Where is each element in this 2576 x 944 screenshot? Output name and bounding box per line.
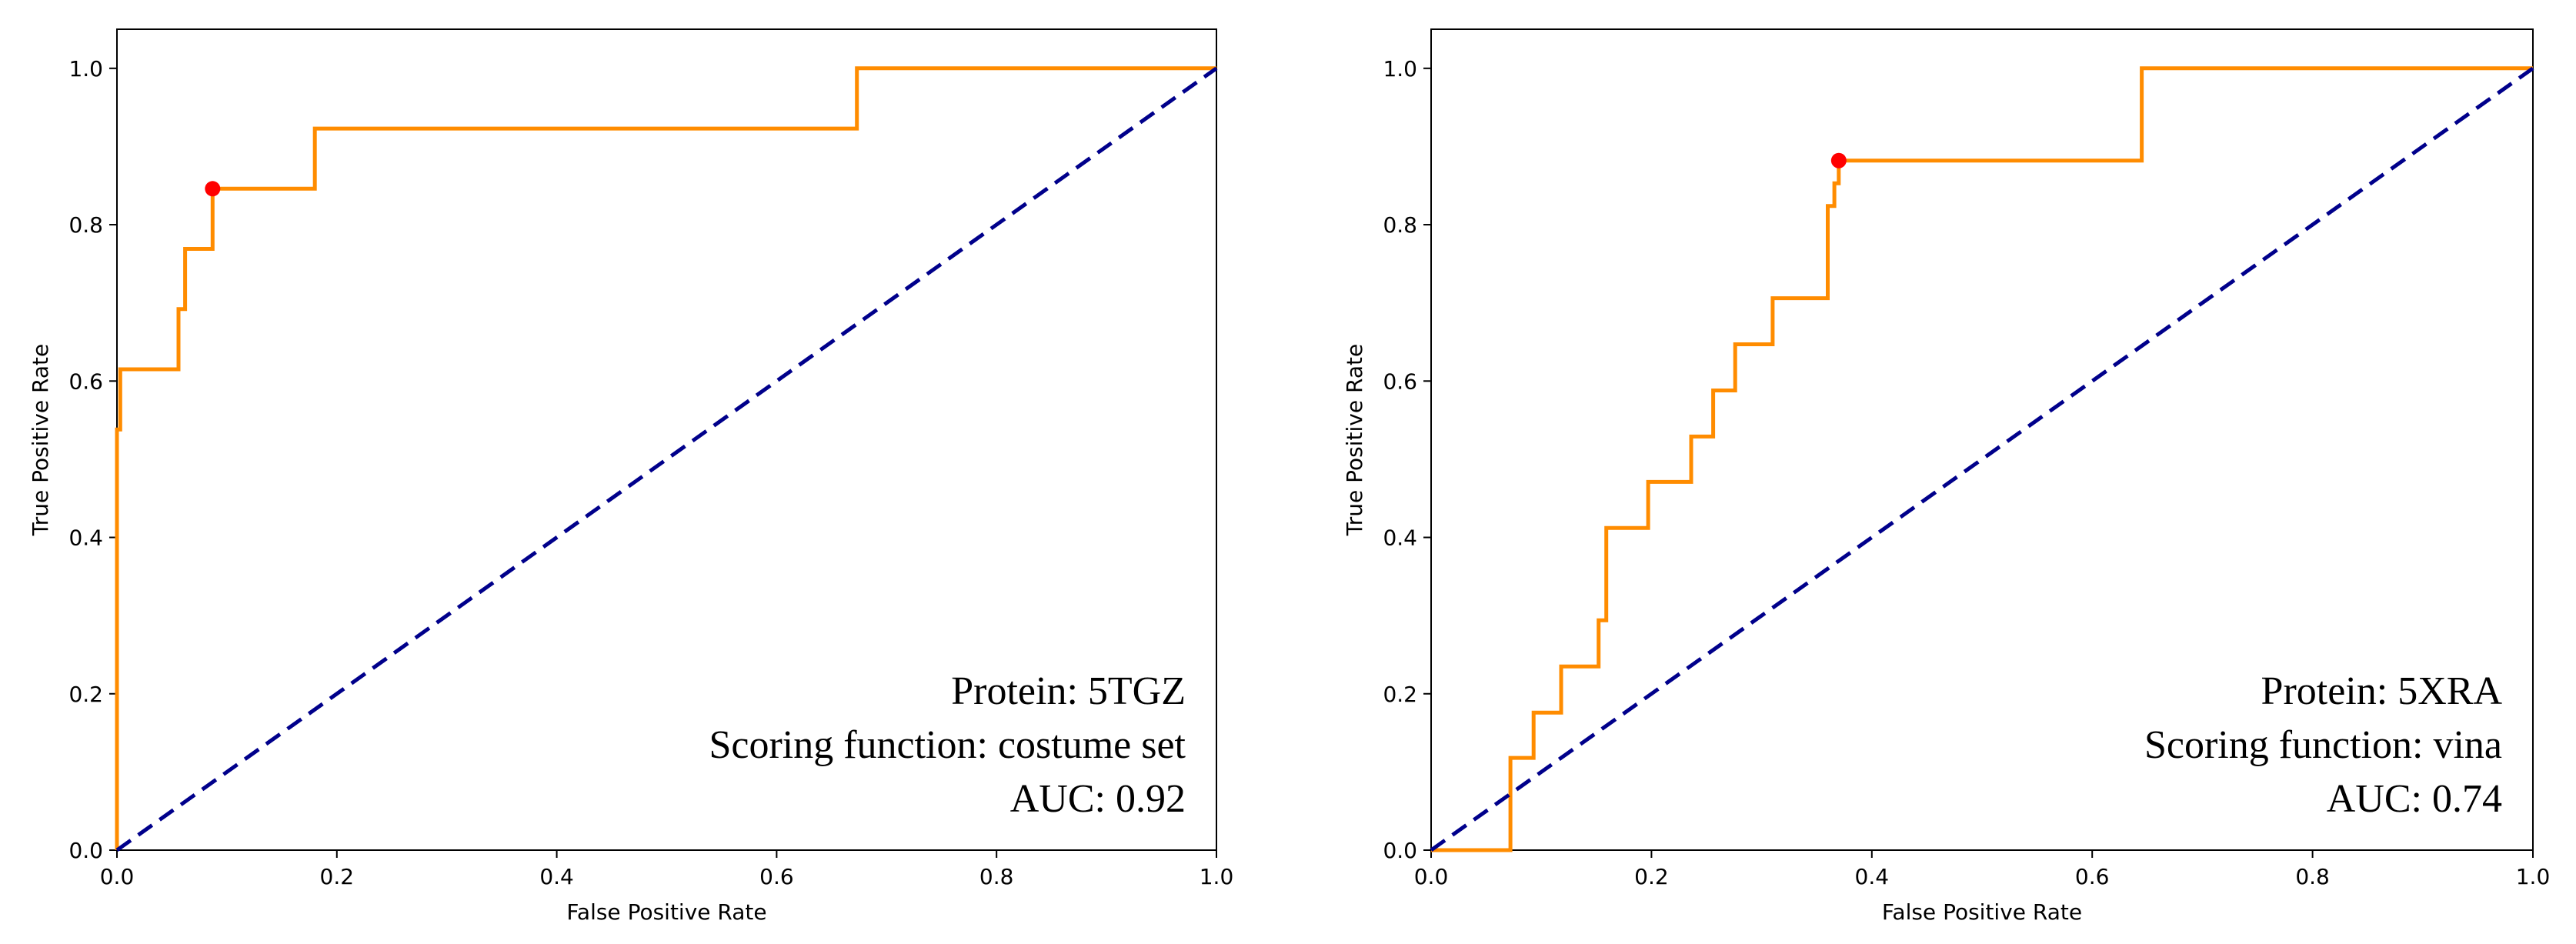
x-tick-label: 0.8 bbox=[2295, 864, 2330, 889]
y-tick-label: 0.6 bbox=[1383, 369, 1417, 394]
y-axis-label: True Positive Rate bbox=[28, 344, 53, 536]
roc-chart-right: 0.0 0.2 0.4 0.6 0.8 1.0 0.0 0.2 0.4 0.6 0.8 1.0 Fals… bbox=[1342, 28, 2551, 925]
x-tick-label: 0.0 bbox=[100, 864, 135, 889]
annotation-text: Protein: 5XRA bbox=[2261, 669, 2503, 713]
roc-chart-left: 0.0 0.2 0.4 0.6 0.8 1.0 0.0 0.2 0.4 0.6 0.8 1.0 Fals… bbox=[28, 28, 1234, 925]
x-axis-label: False Positive Rate bbox=[1882, 899, 2082, 925]
roc-curve-line bbox=[115, 66, 1216, 850]
annotation-text: AUC: 0.74 bbox=[2327, 777, 2502, 821]
y-tick-label: 0.4 bbox=[68, 525, 103, 551]
x-tick-label: 0.0 bbox=[1414, 864, 1449, 889]
y-tick-label: 0.2 bbox=[1383, 682, 1417, 707]
annotation-text: Scoring function: costume set bbox=[709, 723, 1186, 767]
y-tick-label: 1.0 bbox=[1383, 56, 1417, 82]
y-axis-label: True Positive Rate bbox=[1342, 344, 1367, 536]
x-axis-label: False Positive Rate bbox=[566, 899, 766, 925]
annotation-text: Scoring function: vina bbox=[2144, 723, 2502, 767]
x-tick-label: 0.6 bbox=[2075, 864, 2110, 889]
x-tick-label: 1.0 bbox=[2516, 864, 2551, 889]
annotation-text: AUC: 0.92 bbox=[1010, 777, 1186, 821]
y-tick-label: 0.2 bbox=[68, 682, 103, 707]
y-tick-label: 1.0 bbox=[68, 56, 103, 82]
x-tick-label: 0.8 bbox=[979, 864, 1014, 889]
chance-diagonal-line bbox=[1430, 66, 2534, 852]
annotation-text: Protein: 5TGZ bbox=[951, 669, 1186, 713]
y-tick-label: 0.0 bbox=[1383, 838, 1417, 863]
chance-diagonal-line bbox=[115, 66, 1218, 852]
y-tick-label: 0.6 bbox=[68, 369, 103, 394]
optimal-threshold-point bbox=[1830, 152, 1847, 168]
x-tick-label: 0.2 bbox=[1634, 864, 1669, 889]
x-tick-label: 1.0 bbox=[1200, 864, 1234, 889]
x-tick-label: 0.4 bbox=[1855, 864, 1890, 889]
optimal-threshold-point bbox=[205, 181, 221, 197]
roc-curve-line bbox=[1431, 66, 2533, 852]
y-tick-label: 0.0 bbox=[68, 838, 103, 863]
plot-frame bbox=[1430, 28, 2534, 851]
x-tick-label: 0.4 bbox=[539, 864, 574, 889]
x-tick-label: 0.6 bbox=[759, 864, 794, 889]
y-tick-label: 0.4 bbox=[1383, 525, 1417, 551]
y-tick-label: 0.8 bbox=[1383, 212, 1417, 238]
x-tick-label: 0.2 bbox=[320, 864, 355, 889]
y-tick-label: 0.8 bbox=[68, 212, 103, 238]
